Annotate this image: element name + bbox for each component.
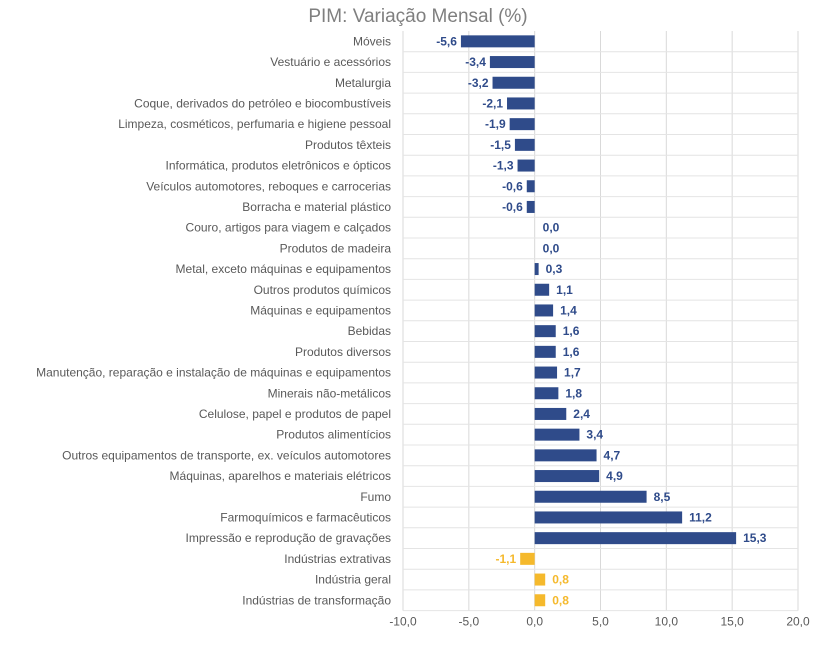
data-label: 3,4 [586, 428, 603, 442]
bar [534, 366, 558, 379]
category-label: Impressão e reprodução de gravações [186, 531, 391, 545]
category-label: Veículos automotores, reboques e carroce… [146, 179, 391, 193]
row-separators [403, 51, 798, 612]
bar [520, 552, 535, 565]
bar [492, 76, 535, 89]
category-labels: Móveis Vestuário e acessórios Metalurgia Co… [36, 34, 391, 607]
x-tick-label: 10,0 [655, 615, 679, 629]
category-label: Coque, derivados do petróleo e biocombus… [134, 96, 391, 110]
data-label: 4,9 [606, 469, 623, 483]
data-label: 11,2 [689, 510, 712, 524]
bar [514, 138, 535, 151]
category-label: Móveis [353, 34, 391, 48]
bar [534, 470, 600, 483]
data-label: 1,4 [560, 303, 577, 317]
category-label: Indústria geral [315, 573, 391, 587]
bar [534, 428, 580, 441]
x-tick-label: 20,0 [786, 615, 810, 629]
data-label: -5,6 [436, 34, 457, 48]
value-labels: -5,6 -3,4 -3,2 -2,1 -1,9 -1,5 -1,3 -0,6 -0,6 0,0 0… [436, 34, 767, 607]
bar [489, 56, 535, 69]
category-label: Couro, artigos para viagem e calçados [186, 221, 391, 235]
data-label: -3,4 [465, 55, 486, 69]
bar [534, 490, 647, 503]
category-label: Máquinas e equipamentos [250, 303, 391, 317]
bars [460, 35, 737, 607]
data-label: 0,8 [552, 593, 569, 607]
bar [526, 180, 535, 193]
category-label: Outros equipamentos de transporte, ex. v… [62, 448, 391, 462]
bar [534, 345, 556, 358]
x-tick-label: -5,0 [458, 615, 479, 629]
data-label: -1,3 [493, 159, 514, 173]
category-label: Vestuário e acessórios [270, 55, 391, 69]
x-tick-label: 0,0 [526, 615, 543, 629]
category-label: Indústrias de transformação [242, 593, 391, 607]
category-label: Produtos diversos [295, 345, 391, 359]
category-label: Produtos alimentícios [276, 428, 391, 442]
bar [526, 200, 535, 213]
bar [534, 304, 554, 317]
data-label: 1,8 [565, 386, 582, 400]
data-label: -1,1 [495, 552, 516, 566]
bar [534, 387, 559, 400]
category-label: Borracha e material plástico [242, 200, 391, 214]
bar [534, 511, 683, 524]
bar [534, 325, 556, 338]
bar [534, 407, 567, 420]
x-axis-ticks: -10,0 -5,0 0,0 5,0 10,0 15,0 20,0 [389, 615, 810, 629]
bar [507, 97, 535, 110]
category-label: Manutenção, reparação e instalação de má… [36, 366, 391, 380]
data-label: -2,1 [482, 96, 503, 110]
category-label: Bebidas [348, 324, 391, 338]
category-label: Máquinas, aparelhos e materiais elétrico… [170, 469, 391, 483]
category-label: Informática, produtos eletrônicos e ópti… [166, 159, 391, 173]
bar [517, 159, 535, 172]
category-label: Metal, exceto máquinas e equipamentos [176, 262, 391, 276]
category-label: Produtos de madeira [280, 241, 392, 255]
bar [534, 263, 539, 276]
data-label: -0,6 [502, 179, 523, 193]
category-label: Celulose, papel e produtos de papel [199, 407, 391, 421]
data-label: 0,3 [546, 262, 563, 276]
bar [509, 118, 535, 131]
chart-title: PIM: Variação Mensal (%) [308, 6, 527, 27]
data-label: 2,4 [573, 407, 590, 421]
bar [534, 573, 546, 586]
bar [534, 532, 737, 545]
data-label: 0,0 [543, 241, 560, 255]
data-label: 1,7 [564, 366, 581, 380]
data-label: 0,0 [543, 221, 560, 235]
category-label: Outros produtos químicos [254, 283, 391, 297]
data-label: 0,8 [552, 573, 569, 587]
bar [534, 594, 546, 607]
x-tick-label: 15,0 [720, 615, 744, 629]
data-label: 4,7 [604, 448, 621, 462]
data-label: -1,5 [490, 138, 511, 152]
category-label: Metalurgia [335, 76, 391, 90]
data-label: -1,9 [485, 117, 506, 131]
bar [534, 283, 550, 296]
data-label: -3,2 [468, 76, 489, 90]
data-label: 1,1 [556, 283, 573, 297]
category-label: Fumo [360, 490, 391, 504]
data-label: 15,3 [743, 531, 767, 545]
category-label: Farmoquímicos e farmacêuticos [220, 510, 391, 524]
category-label: Minerais não-metálicos [268, 386, 391, 400]
data-label: 1,6 [563, 324, 580, 338]
category-label: Indústrias extrativas [284, 552, 391, 566]
category-label: Produtos têxteis [305, 138, 391, 152]
x-tick-label: -10,0 [389, 615, 417, 629]
x-tick-label: 5,0 [592, 615, 609, 629]
data-label: -0,6 [502, 200, 523, 214]
data-label: 1,6 [563, 345, 580, 359]
data-label: 8,5 [654, 490, 671, 504]
category-label: Limpeza, cosméticos, perfumaria e higien… [118, 117, 391, 131]
bar [534, 449, 597, 462]
bar [460, 35, 535, 48]
